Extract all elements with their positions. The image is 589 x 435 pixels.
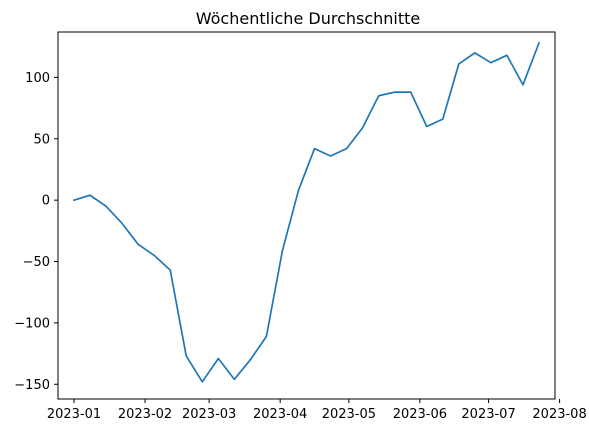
x-tick-label: 2023-06 — [393, 407, 447, 422]
y-tick-label: −100 — [14, 316, 50, 331]
plot-content — [72, 41, 541, 383]
y-tick-label: 0 — [42, 194, 50, 209]
y-axis: 100 50 0 −50 −100 −150 — [14, 71, 58, 393]
y-tick-label: −50 — [23, 255, 50, 270]
plot-frame — [57, 31, 556, 400]
chart-title: Wöchentliche Durchschnitte — [196, 9, 421, 28]
x-axis: 2023-01 2023-02 2023-03 2023-04 2023-05 2023-… — [47, 399, 587, 422]
series-line-1 — [72, 41, 541, 383]
x-tick-label: 2023-03 — [182, 407, 236, 422]
x-tick-label: 2023-05 — [322, 407, 376, 422]
y-tick-label: −150 — [14, 378, 50, 393]
x-tick-label: 2023-01 — [47, 407, 101, 422]
y-tick-label: 100 — [25, 71, 50, 86]
x-tick-label: 2023-07 — [461, 407, 515, 422]
x-tick-label: 2023-04 — [253, 407, 307, 422]
x-tick-label: 2023-02 — [118, 407, 172, 422]
x-tick-label: 2023-08 — [532, 407, 586, 422]
y-tick-label: 50 — [33, 132, 50, 147]
